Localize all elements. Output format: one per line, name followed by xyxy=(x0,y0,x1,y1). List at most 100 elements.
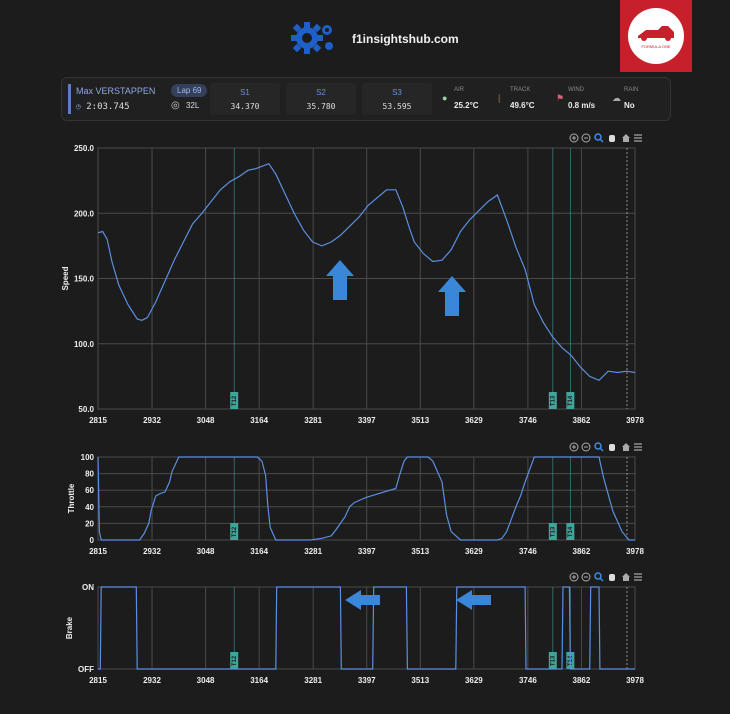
toolbar-icon-shape xyxy=(599,447,604,452)
lap-info-bar: Max VERSTAPPEN Lap 69 ◷ 2:03.745 ◎ 32L S… xyxy=(61,77,671,121)
home-icon[interactable] xyxy=(622,134,630,142)
series-line xyxy=(98,586,635,670)
x-tick-label: 3978 xyxy=(626,676,644,685)
gear-icon xyxy=(291,22,333,54)
magnifier-icon[interactable] xyxy=(594,442,604,452)
y-axis-label: Throttle xyxy=(67,483,76,513)
x-tick-label: 2815 xyxy=(89,547,107,556)
y-tick-label: 200.0 xyxy=(74,209,95,218)
zoom-out-icon[interactable] xyxy=(581,442,591,452)
x-tick-label: 3513 xyxy=(411,676,429,685)
home-icon[interactable] xyxy=(622,573,630,581)
x-tick-label: 3048 xyxy=(197,547,215,556)
turn-marker-badge xyxy=(548,392,557,409)
x-tick-label: 3629 xyxy=(465,547,483,556)
x-tick-label: 3862 xyxy=(573,676,591,685)
x-tick-label: 3397 xyxy=(358,416,376,425)
turn-marker-label: T13 xyxy=(550,395,556,406)
tyre-info: ◎ 32L xyxy=(171,100,200,111)
x-tick-label: 3281 xyxy=(304,547,322,556)
air-temp: ● AIR 25.2°C xyxy=(442,87,479,110)
turn-marker-label: T14 xyxy=(568,655,574,666)
chart-toolbar xyxy=(569,572,642,582)
zoom-out-icon[interactable] xyxy=(581,133,591,143)
driver-name: Max VERSTAPPEN xyxy=(76,86,156,96)
x-tick-label: 3513 xyxy=(411,547,429,556)
toolbar-icon-shape xyxy=(622,443,630,451)
toolbar-icon-shape xyxy=(581,572,591,582)
track-temp: | TRACK 49.6°C xyxy=(498,87,535,110)
turn-marker-label: T14 xyxy=(568,395,574,406)
pan-hand-icon[interactable] xyxy=(609,574,615,581)
air-icon: ● xyxy=(442,93,448,103)
toolbar-icon-shape xyxy=(609,574,615,581)
y-tick-label: 20 xyxy=(85,519,94,528)
clock-icon: ◷ xyxy=(76,102,81,111)
y-tick-label: 50.0 xyxy=(78,405,94,414)
toolbar-icon-shape xyxy=(622,134,630,142)
rain-icon: ☁ xyxy=(612,93,621,103)
turn-marker-label: T13 xyxy=(550,526,556,537)
zoom-in-icon[interactable] xyxy=(569,133,579,143)
x-tick-label: 2815 xyxy=(89,676,107,685)
zoom-in-icon[interactable] xyxy=(569,442,579,452)
pan-hand-icon[interactable] xyxy=(609,444,615,451)
chart-panel: 2815 2932 3048 3164 3281 3397 3513 3629 3746 3862… xyxy=(61,144,644,425)
x-tick-label: 2932 xyxy=(143,547,161,556)
magnifier-icon[interactable] xyxy=(594,133,604,143)
x-tick-label: 2932 xyxy=(143,416,161,425)
y-tick-label: ON xyxy=(82,583,94,592)
zoom-out-icon[interactable] xyxy=(581,572,591,582)
y-tick-label: 40 xyxy=(85,503,94,512)
menu-icon[interactable] xyxy=(634,134,642,142)
chart-panel: 2815 2932 3048 3164 3281 3397 3513 3629 3746 3862… xyxy=(65,583,644,685)
home-icon[interactable] xyxy=(622,443,630,451)
zoom-in-icon[interactable] xyxy=(569,572,579,582)
menu-icon[interactable] xyxy=(634,573,642,581)
y-axis-label: Brake xyxy=(65,616,74,639)
up-arrow-annotation xyxy=(438,276,466,316)
wind-flag-icon: ⚑ xyxy=(556,93,565,103)
turn-marker-label: T12 xyxy=(232,655,238,666)
thermometer-icon: | xyxy=(498,93,501,103)
toolbar-icon-shape xyxy=(594,572,602,580)
turn-marker-label: T12 xyxy=(232,526,238,537)
turn-marker-badge xyxy=(230,523,239,540)
turn-marker-badge xyxy=(566,523,575,540)
x-tick-label: 3862 xyxy=(573,547,591,556)
toolbar-icon-shape xyxy=(599,577,604,582)
toolbar-icon-shape xyxy=(569,442,579,452)
magnifier-icon[interactable] xyxy=(594,572,604,582)
toolbar-icon-shape xyxy=(569,133,579,143)
chart-toolbar xyxy=(569,133,642,143)
x-tick-label: 3281 xyxy=(304,416,322,425)
y-axis-label: Speed xyxy=(61,266,70,290)
site-name[interactable]: f1insightshub.com xyxy=(352,32,459,46)
x-tick-label: 3629 xyxy=(465,416,483,425)
site-logo xyxy=(289,18,337,58)
y-tick-label: 150.0 xyxy=(74,275,95,284)
menu-icon[interactable] xyxy=(634,443,642,451)
series-line xyxy=(97,456,635,541)
turn-marker-badge xyxy=(230,652,239,669)
x-tick-label: 3048 xyxy=(197,416,215,425)
rain-status: ☁ RAIN No xyxy=(612,87,639,110)
sector-3: S3 53.595 xyxy=(362,83,432,115)
logo-text: FORMULA ONE xyxy=(641,44,670,49)
x-tick-label: 3164 xyxy=(250,547,268,556)
toolbar-icon-shape xyxy=(599,138,604,143)
x-tick-label: 3629 xyxy=(465,676,483,685)
x-tick-label: 3048 xyxy=(197,676,215,685)
left-arrow-annotation xyxy=(456,590,491,610)
x-tick-label: 3746 xyxy=(519,416,537,425)
turn-marker-badge xyxy=(230,392,239,409)
toolbar-icon-shape xyxy=(569,572,579,582)
driver-card: Max VERSTAPPEN Lap 69 ◷ 2:03.745 ◎ 32L xyxy=(68,84,269,114)
x-tick-label: 3746 xyxy=(519,547,537,556)
x-tick-label: 3397 xyxy=(358,676,376,685)
y-tick-label: 250.0 xyxy=(74,144,95,153)
pan-hand-icon[interactable] xyxy=(609,135,615,142)
x-tick-label: 3862 xyxy=(573,416,591,425)
y-tick-label: 100 xyxy=(81,453,95,462)
x-tick-label: 3746 xyxy=(519,676,537,685)
